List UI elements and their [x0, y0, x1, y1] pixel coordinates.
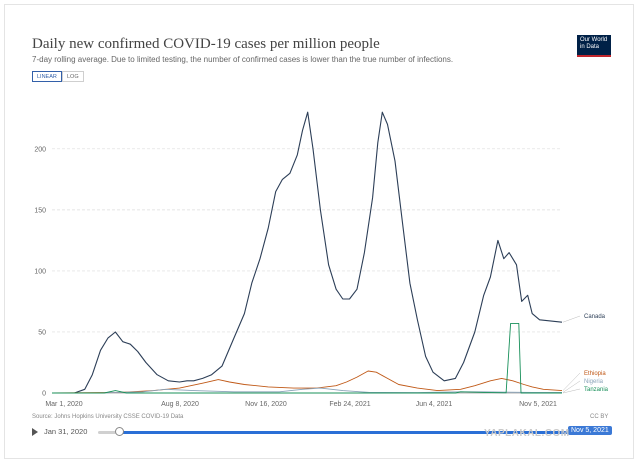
source-note[interactable]: Source: Johns Hopkins University CSSE CO…	[32, 414, 184, 420]
linear-toggle[interactable]: LINEAR	[32, 71, 62, 82]
x-tick-label: Feb 24, 2021	[329, 401, 370, 408]
play-icon[interactable]	[32, 428, 38, 436]
logo-line-2: in Data	[580, 44, 600, 50]
timeline-start-date: Jan 31, 2020	[44, 427, 88, 436]
y-tick-label: 150	[34, 207, 46, 214]
timeline-track[interactable]	[120, 431, 610, 434]
label-connector	[562, 380, 581, 393]
y-tick-label: 0	[42, 391, 46, 398]
chart-title: Daily new confirmed COVID-19 cases per m…	[32, 36, 380, 52]
owid-logo[interactable]: Our World in Data	[577, 35, 611, 57]
grid-lines	[52, 148, 562, 394]
logo-line-1: Our World	[580, 37, 608, 43]
x-tick-label: Aug 8, 2020	[161, 401, 199, 408]
label-connector	[562, 388, 581, 394]
x-tick-label: Mar 1, 2020	[45, 401, 82, 408]
y-tick-label: 100	[34, 268, 46, 275]
x-axis-ticks: Mar 1, 2020 Aug 8, 2020 Nov 16, 2020 Feb 24…	[45, 401, 557, 408]
y-tick-label: 200	[34, 146, 46, 153]
series-lines	[51, 111, 563, 394]
x-tick-label: Jun 4, 2021	[416, 401, 453, 408]
series-label-ethiopia: Ethiopia	[584, 371, 606, 377]
watermark: YAPLAKAL.COM	[484, 428, 570, 439]
series-line-canada	[52, 111, 563, 394]
page-frame	[4, 4, 634, 459]
series-label-canada: Canada	[584, 314, 606, 320]
y-tick-label: 50	[38, 329, 46, 336]
log-toggle[interactable]: LOG	[62, 71, 84, 82]
x-tick-label: Nov 5, 2021	[519, 401, 557, 408]
label-connector	[562, 315, 581, 323]
license-link[interactable]: CC BY	[590, 414, 609, 420]
series-labels: Canada Ethiopia Nigeria Tanzania	[562, 314, 609, 394]
series-label-tanzania: Tanzania	[584, 387, 609, 393]
y-axis-ticks: 0 50 100 150 200	[34, 146, 46, 397]
x-tick-label: Nov 16, 2020	[245, 401, 287, 408]
series-line-ethiopia	[51, 370, 563, 394]
timeline-control: Jan 31, 2020 Nov 5, 2021	[28, 425, 618, 441]
chart-subtitle: 7-day rolling average. Due to limited te…	[32, 55, 454, 64]
timeline-end-date[interactable]: Nov 5, 2021	[568, 426, 612, 435]
timeline-start-handle[interactable]	[115, 427, 124, 436]
label-connector	[562, 372, 581, 391]
series-line-tanzania	[52, 322, 562, 394]
timeline-track-inactive[interactable]	[98, 431, 120, 434]
series-label-nigeria: Nigeria	[584, 379, 604, 385]
